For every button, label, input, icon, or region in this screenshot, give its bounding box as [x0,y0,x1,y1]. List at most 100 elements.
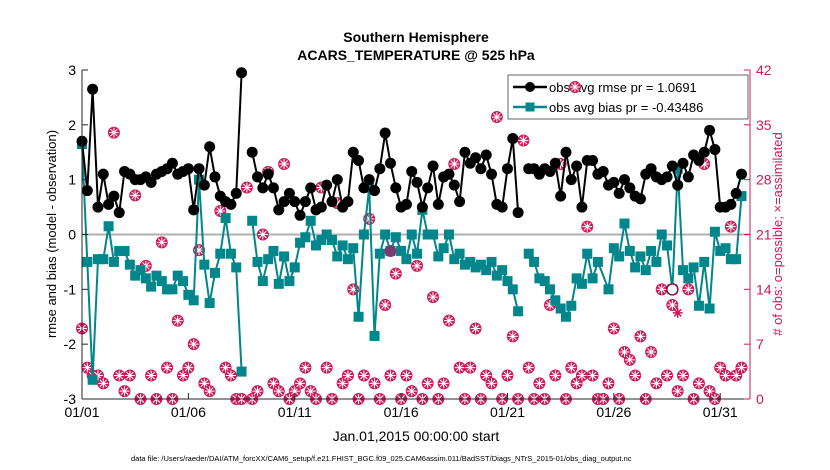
legend-rmse-swatch [513,82,547,92]
bias-point [380,229,391,240]
rmse-point [92,201,104,213]
bias-point [502,276,513,287]
obs-possible-cross [252,386,263,397]
bias-point [672,163,683,174]
y-left-tick-label: -1 [64,281,77,297]
axis-layer: 01/01 01/06 01/11 01/16 01/21 01/26 01/31 -3 -2 -… [64,62,772,420]
rmse-point [682,171,694,183]
obs-possible-cross [566,362,577,373]
obs-possible-cross [603,378,614,389]
bias-point [550,295,561,306]
bias-point [656,229,667,240]
rmse-point [188,204,200,216]
rmse-point [321,179,333,191]
bias-point [204,298,215,309]
bias-point [183,289,194,300]
bias-point [640,265,651,276]
rmse-point [730,187,742,199]
bias-point [178,276,189,287]
obs-possible-cross [438,378,449,389]
bias-point [108,256,119,267]
obs-possible-marker [671,385,684,398]
obs-possible-marker [171,314,184,327]
obs-possible-cross [300,362,311,373]
obs-possible-marker [97,377,110,390]
x-axis-label: Jan.01,2015 00:00:00 start [333,428,500,444]
y-axis-label-right: # of obs: o=possible; ×=assimilated [770,132,785,335]
bias-point [539,276,550,287]
rmse-point [103,198,115,210]
bias-point [353,311,364,322]
chart-title: Southern Hemisphere [343,29,489,45]
obs-possible-cross [82,362,93,373]
bias-point [449,254,460,265]
rmse-point [246,146,258,158]
obs-possible-cross [582,221,593,232]
bias-point [513,306,524,317]
bias-point [497,265,508,276]
bias-point [560,311,571,322]
y-axis-label-left: rmse and bias (model - observation) [44,130,59,338]
rmse-point [166,157,178,169]
rmse-point [353,154,365,166]
x-tick-label: 01/21 [490,404,525,420]
rmse-point [427,160,439,172]
bias-point [188,295,199,306]
rmse-point [432,198,444,210]
rmse-point [145,176,157,188]
rmse-point [565,174,577,186]
obs-possible-marker [421,377,434,390]
obs-possible-marker [506,330,519,343]
y-right-tick-label: 42 [756,62,772,78]
bias-point [677,265,688,276]
obs-possible-cross [651,378,662,389]
obs-possible-marker [224,369,237,382]
rmse-point [709,144,721,156]
bias-point [576,278,587,289]
obs-possible-cross [385,370,396,381]
obs-possible-marker [682,283,695,296]
rmse-point [81,185,93,197]
obs-possible-marker [575,369,588,382]
bias-point [725,254,736,265]
rmse-point [735,168,747,180]
rmse-point [326,196,338,208]
rmse-point [666,160,678,172]
rmse-point [411,176,423,188]
obs-possible-marker [161,361,174,374]
rmse-point [87,83,99,95]
rmse-point [496,201,508,213]
obs-possible-marker [320,361,333,374]
legend-rmse-label: obs avg rmse pr = 1.0691 [549,80,697,95]
rmse-point [257,182,269,194]
bias-point [555,303,566,314]
obs-possible-cross [124,370,135,381]
bias-point [566,300,577,311]
obs-possible-marker [469,322,482,335]
bias-point [459,259,470,270]
rmse-point [416,201,428,213]
bias-point [422,229,433,240]
rmse-point [390,182,402,194]
obs-possible-cross [348,284,359,295]
bias-point [699,256,710,267]
rmse-point [273,204,285,216]
bias-point [587,273,598,284]
x-tick-label: 01/16 [384,404,419,420]
rmse-point [698,146,710,158]
bias-point [688,262,699,273]
bias-point [103,221,114,232]
obs-possible-marker [586,369,599,382]
rmse-point [236,67,248,79]
rmse-point [267,182,279,194]
obs-possible-cross [454,362,465,373]
bias-point [220,213,231,224]
obs-possible-marker [549,369,562,382]
highlight-marker [384,244,397,257]
obs-possible-cross [731,370,742,381]
obs-possible-cross [736,362,747,373]
obs-possible-marker [357,369,370,382]
y-left-tick-label: 0 [68,227,76,243]
obs-possible-cross [225,370,236,381]
rmse-point [262,168,274,180]
